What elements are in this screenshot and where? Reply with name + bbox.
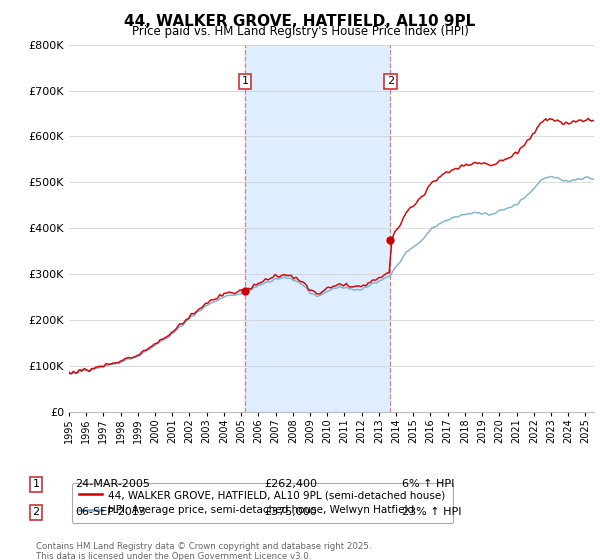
Text: 44, WALKER GROVE, HATFIELD, AL10 9PL: 44, WALKER GROVE, HATFIELD, AL10 9PL <box>124 14 476 29</box>
Text: 2: 2 <box>32 507 40 517</box>
Legend: 44, WALKER GROVE, HATFIELD, AL10 9PL (semi-detached house), HPI: Average price, : 44, WALKER GROVE, HATFIELD, AL10 9PL (se… <box>71 483 452 522</box>
Text: 24-MAR-2005: 24-MAR-2005 <box>75 479 150 489</box>
Text: 1: 1 <box>32 479 40 489</box>
Text: Price paid vs. HM Land Registry's House Price Index (HPI): Price paid vs. HM Land Registry's House … <box>131 25 469 38</box>
Text: 1: 1 <box>241 77 248 86</box>
Text: £375,000: £375,000 <box>264 507 317 517</box>
Text: 23% ↑ HPI: 23% ↑ HPI <box>402 507 461 517</box>
Text: £262,400: £262,400 <box>264 479 317 489</box>
Text: 06-SEP-2013: 06-SEP-2013 <box>75 507 146 517</box>
Text: Contains HM Land Registry data © Crown copyright and database right 2025.
This d: Contains HM Land Registry data © Crown c… <box>36 542 371 560</box>
Bar <box>245 45 391 412</box>
Text: 2: 2 <box>387 77 394 86</box>
Text: 6% ↑ HPI: 6% ↑ HPI <box>402 479 454 489</box>
